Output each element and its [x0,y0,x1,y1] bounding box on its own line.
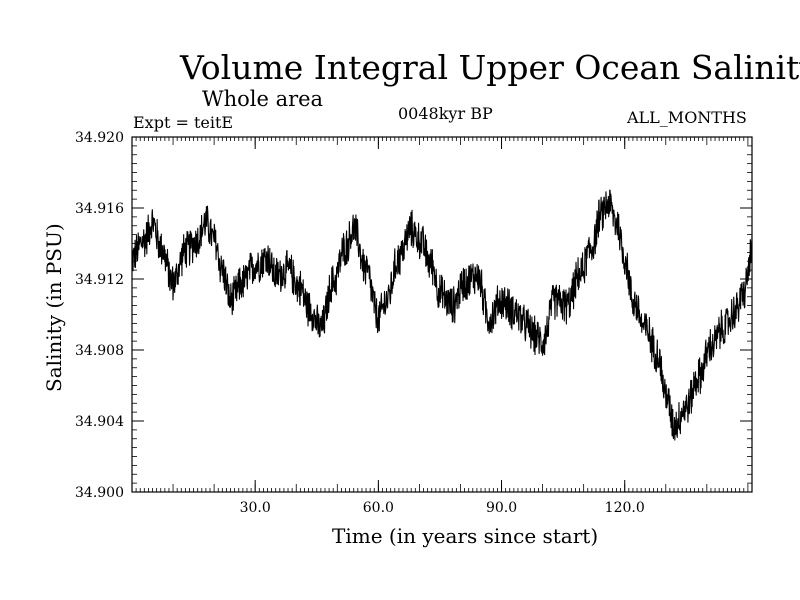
series-line-salinity [131,189,753,441]
x-tick-label: 30.0 [240,500,271,516]
y-tick-label: 34.920 [75,130,124,146]
series-layer [131,189,753,441]
experiment-label: Expt = teitE [133,113,234,132]
y-tick-label: 34.900 [75,485,124,501]
y-tick-label: 34.908 [75,343,124,359]
y-tick-label: 34.916 [75,201,124,217]
x-tick-label: 60.0 [363,500,394,516]
x-tick-label: 90.0 [486,500,517,516]
y-tick-label: 34.912 [75,272,124,288]
chart-subtitle: Whole area [202,87,324,111]
x-tick-label: 120.0 [605,500,645,516]
period-label: 0048kyr BP [398,104,493,123]
months-label: ALL_MONTHS [627,108,747,127]
axis-ticks [131,136,753,493]
chart-title: Volume Integral Upper Ocean Salinity [180,48,800,87]
plot-frame [131,136,753,493]
tick-labels: 30.0 60.0 90.0 120.0 34.900 34.904 34.908 34.91… [75,130,645,516]
y-tick-label: 34.904 [75,414,124,430]
x-axis-label: Time (in years since start) [332,524,599,548]
